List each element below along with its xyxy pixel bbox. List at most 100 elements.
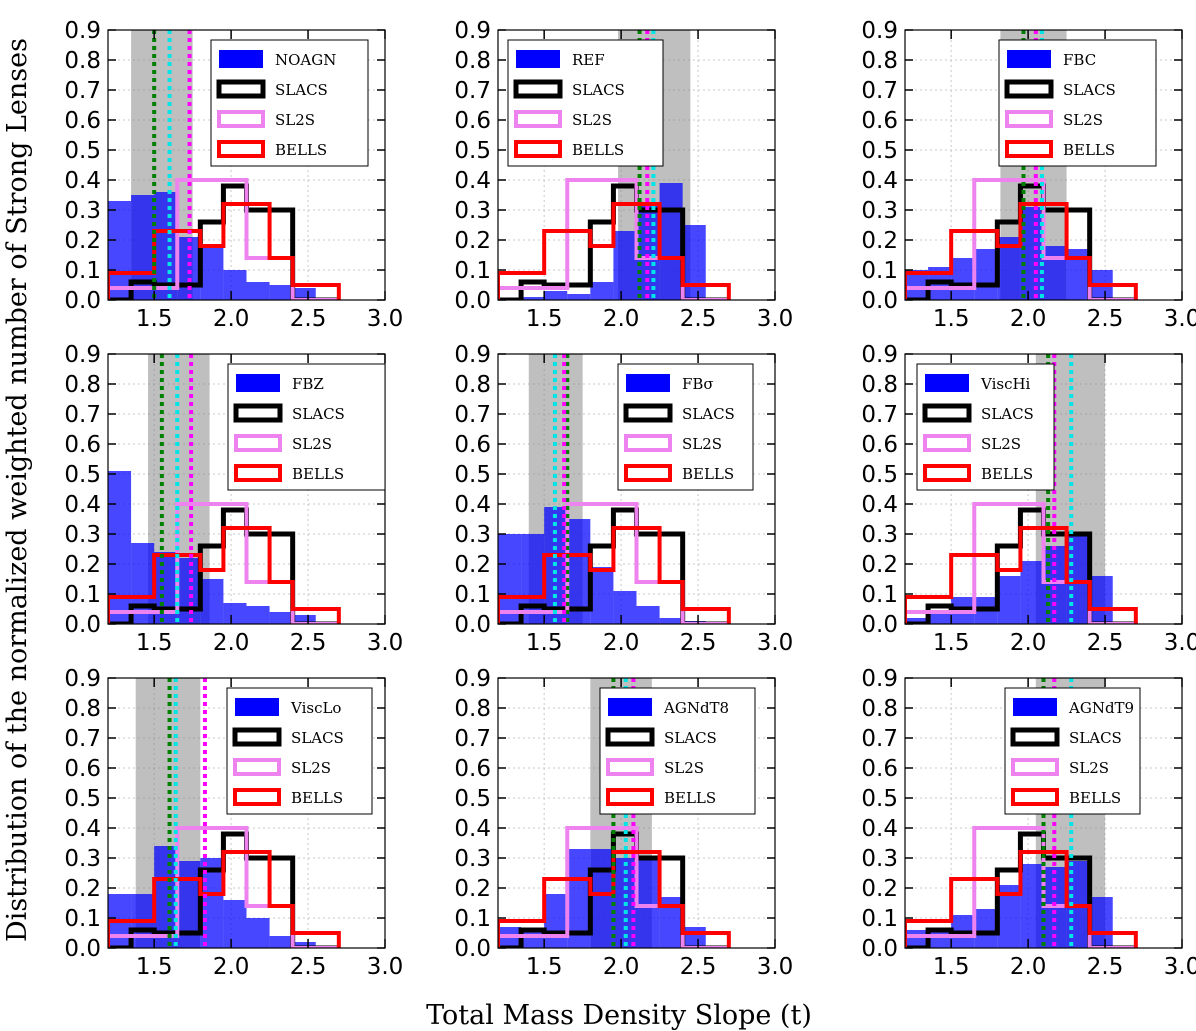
bar-FBZ-1 [108,471,132,624]
x-tick-label: 3.0 [757,630,794,656]
x-tick-label: 2.5 [290,630,327,656]
panel-frame [904,353,1183,625]
legend-swatch [216,79,266,99]
x-tick-label: 2.0 [213,306,250,332]
bar-FBσ-6 [613,591,637,624]
legend-label: SL2S [682,435,722,453]
bar-FBC-3 [951,258,975,300]
legend-swatch [232,727,282,747]
bar-FBZ-6 [223,603,247,624]
y-tick-label: 0.0 [861,936,898,962]
y-tick-label: 0.1 [861,258,898,284]
y-tick-label: 0.7 [861,402,898,428]
legend-swatch [1011,788,1059,806]
y-tick-label: 0.4 [861,492,898,518]
bar-REF-4 [567,294,591,300]
y-tick-label: 0.5 [861,138,898,164]
y-tick-label: 0.9 [861,18,898,44]
y-tick-label: 0.8 [861,48,898,74]
legend-swatch [233,403,283,423]
x-tick-label: 1.5 [136,630,173,656]
y-tick-label: 0.6 [454,432,491,458]
step-bells [498,202,731,300]
legend-label: SL2S [1069,759,1109,777]
bar-FBC-1 [905,270,929,300]
x-tick-label: 2.0 [1010,954,1047,980]
bar-REF-2 [521,297,545,300]
legend-label: BELLS [664,789,716,807]
y-tick-label: 0.0 [861,288,898,314]
y-tick-label: 0.2 [454,876,491,902]
legend: FBZ SLACS SL2S BELLS [227,363,386,491]
bar-ViscHi-6 [1020,561,1044,624]
bar-FBσ-4 [567,519,591,624]
y-tick-label: 0.6 [64,108,101,134]
x-tick-label: 2.5 [680,630,717,656]
legend-swatch [605,727,655,747]
step-bells [108,202,341,300]
panel-frame [107,29,386,301]
y-tick-label: 0.3 [454,198,491,224]
legend-label: SLACS [1069,729,1122,747]
bar-AGNdT8-3 [544,894,568,948]
legend-label: SL2S [981,435,1021,453]
legend-label: REF [572,51,605,69]
legend-swatch [923,434,971,452]
legend-swatch [217,140,265,158]
x-tick-label: 1.5 [526,954,563,980]
bar-NOAGN-1 [108,201,132,300]
legend-label: AGNdT8 [663,699,729,717]
legend-label: ViscHi [980,375,1031,393]
bar-FBC-5 [997,237,1021,300]
panel-9: 1.5 2.0 2.5 3.0 0.0 0.1 0.2 0.3 0.4 0.5 0.6 0.7 0.8 0… [861,666,1196,980]
y-tick-label: 0.1 [454,906,491,932]
bar-AGNdT8-2 [521,930,545,948]
legend-swatch [626,374,670,392]
y-tick-label: 0.1 [861,906,898,932]
y-tick-label: 0.4 [454,816,491,842]
legend-swatch [233,758,281,776]
step-bells [108,850,341,948]
legend-label: SLACS [292,405,345,423]
bar-ViscHi-2 [928,612,952,624]
x-tick-label: 2.0 [603,630,640,656]
y-tick-label: 0.5 [861,786,898,812]
legend-label: SLACS [275,81,328,99]
legend-label: BELLS [682,465,734,483]
y-tick-label: 0.1 [64,906,101,932]
legend-swatch [1005,110,1053,128]
legend-label: SLACS [291,729,344,747]
legend-label: AGNdT9 [1068,699,1134,717]
legend-label: BELLS [1069,789,1121,807]
legend-label: NOAGN [275,51,336,69]
y-axis-label: Distribution of the normalized weighted … [2,38,33,942]
x-tick-label: 1.5 [136,306,173,332]
y-tick-label: 0.3 [861,846,898,872]
legend-swatch [923,464,971,482]
y-tick-label: 0.5 [454,138,491,164]
bar-FBσ-2 [521,534,545,624]
legend-swatch [606,758,654,776]
legend-label: BELLS [275,141,327,159]
plot-area [108,30,385,300]
y-tick-label: 0.2 [64,876,101,902]
y-tick-label: 0.8 [454,696,491,722]
legend-swatch [1005,140,1053,158]
y-tick-label: 0.2 [861,876,898,902]
bar-FBC-4 [974,249,998,300]
bar-FBσ-7 [636,606,660,624]
legend-swatch [1007,50,1051,68]
legend-label: BELLS [981,465,1033,483]
x-tick-label: 1.5 [933,630,970,656]
step-bells [905,202,1138,300]
panel-8: 1.5 2.0 2.5 3.0 0.0 0.1 0.2 0.3 0.4 0.5 0.6 0.7 0.8 0… [454,666,793,980]
y-tick-label: 0.5 [454,786,491,812]
x-tick-label: 1.5 [526,306,563,332]
y-tick-label: 0.1 [64,582,101,608]
bar-AGNdT9-1 [905,930,929,948]
x-tick-label: 2.5 [1087,630,1124,656]
legend: NOAGN SLACS SL2S BELLS [210,39,369,167]
bar-FBσ-5 [590,567,614,624]
y-tick-label: 0.2 [64,552,101,578]
